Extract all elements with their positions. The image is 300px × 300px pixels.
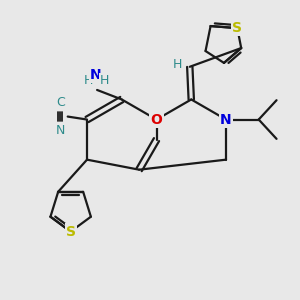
Text: H: H xyxy=(172,58,182,71)
Text: H: H xyxy=(83,74,93,87)
Text: N: N xyxy=(220,112,232,127)
Text: N: N xyxy=(90,68,102,82)
Text: S: S xyxy=(66,225,76,238)
Text: O: O xyxy=(151,112,163,127)
Text: H: H xyxy=(100,74,110,87)
Text: N: N xyxy=(56,124,65,137)
Text: C: C xyxy=(56,96,64,109)
Text: S: S xyxy=(232,21,242,35)
